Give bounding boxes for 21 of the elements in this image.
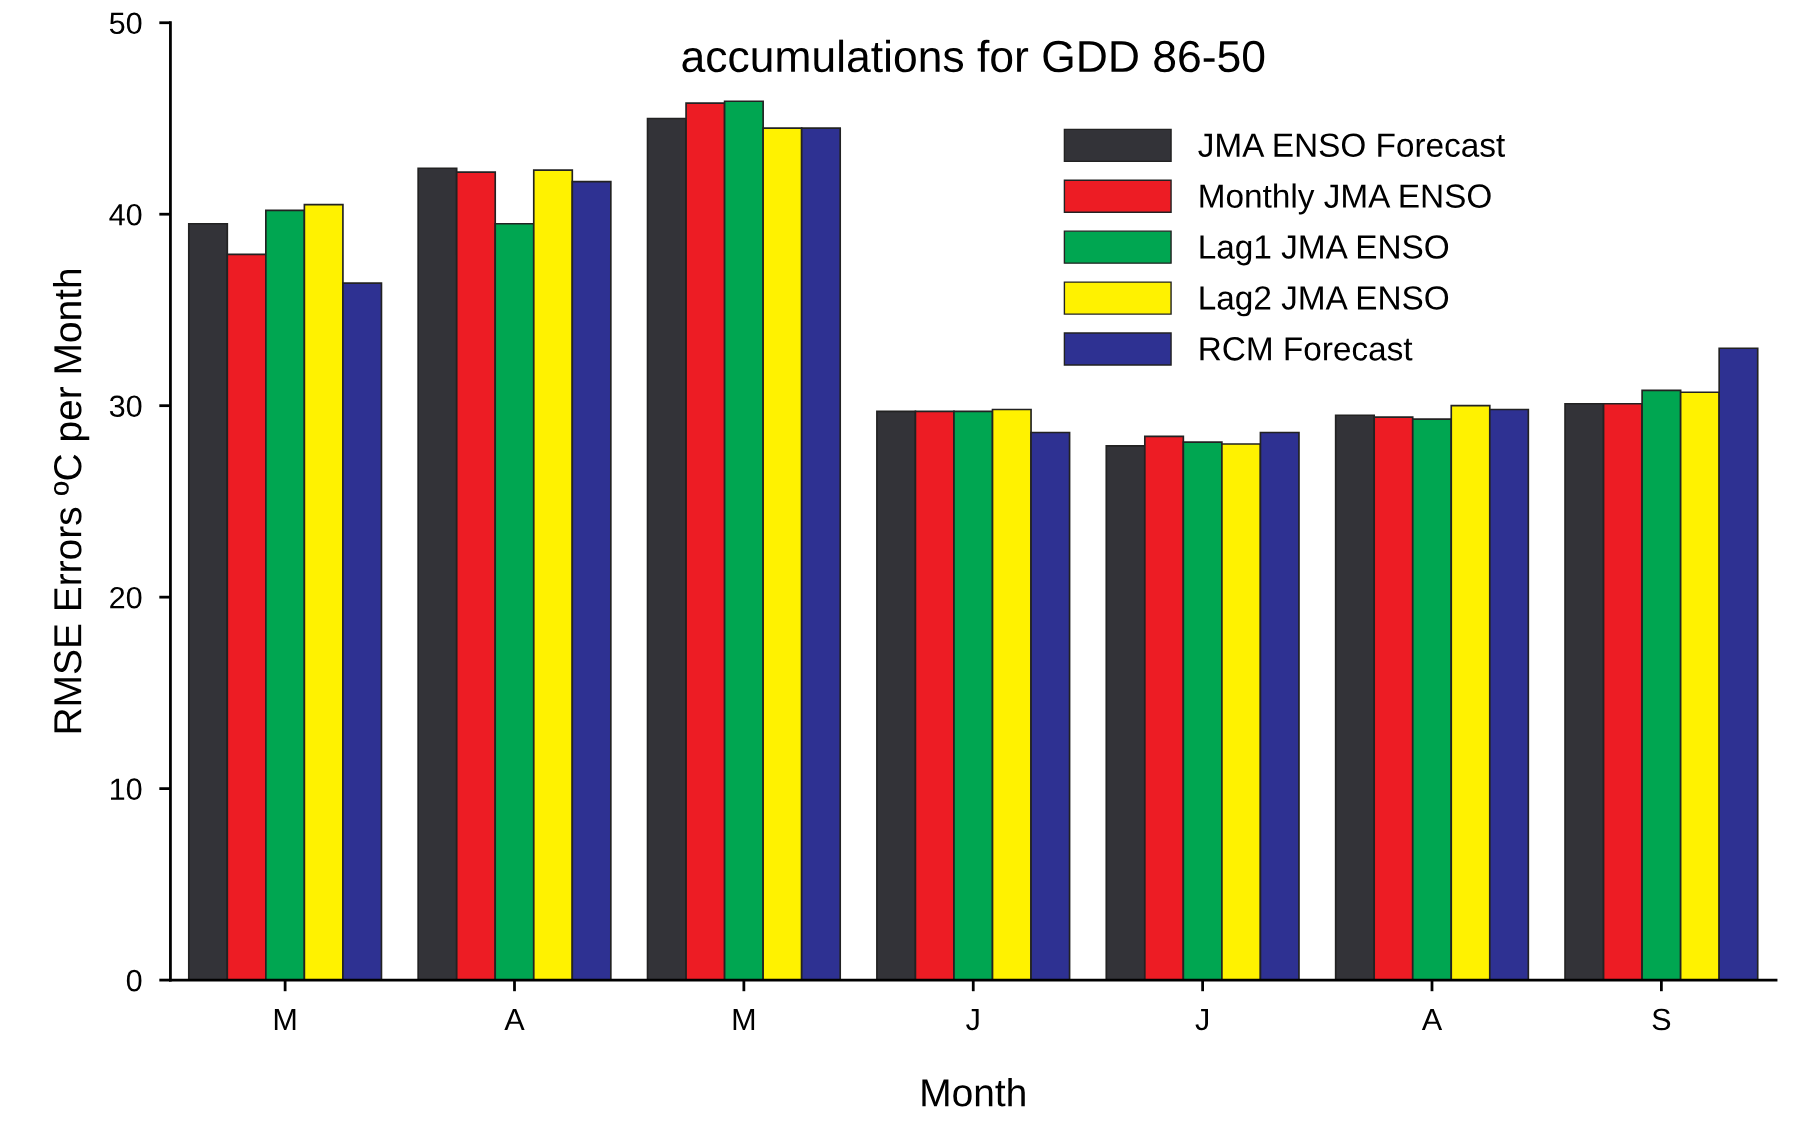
x-tick-label: M [733, 1008, 755, 1031]
x-tick-label: A [504, 1008, 525, 1031]
chart-title: accumulations for GDD 86-50 [682, 39, 1265, 73]
legend-label: JMA ENSO Forecast [1198, 133, 1505, 157]
y-axis-title: RMSE Errors ºC per Month [52, 269, 90, 733]
y-tick-label: 20 [110, 586, 142, 609]
x-tick-label: S [1652, 1008, 1671, 1031]
x-tick-label: A [1421, 1008, 1443, 1031]
x-tick-label: J [966, 1008, 979, 1031]
x-axis-title: Month [922, 1078, 1025, 1107]
x-tick-label: M [274, 1008, 296, 1031]
legend-label: Monthly JMA ENSO [1200, 183, 1491, 215]
y-tick-label: 50 [109, 12, 142, 35]
y-tick-label: 10 [111, 778, 142, 800]
x-tick-label: J [1195, 1008, 1208, 1031]
y-tick-label: 0 [126, 969, 142, 992]
legend-label: Lag1 JMA ENSO [1200, 235, 1449, 266]
legend-label: Lag2 JMA ENSO [1200, 286, 1449, 317]
y-tick-label: 30 [109, 395, 142, 418]
legend-label: RCM Forecast [1200, 337, 1413, 361]
y-tick-label: 40 [109, 203, 142, 226]
